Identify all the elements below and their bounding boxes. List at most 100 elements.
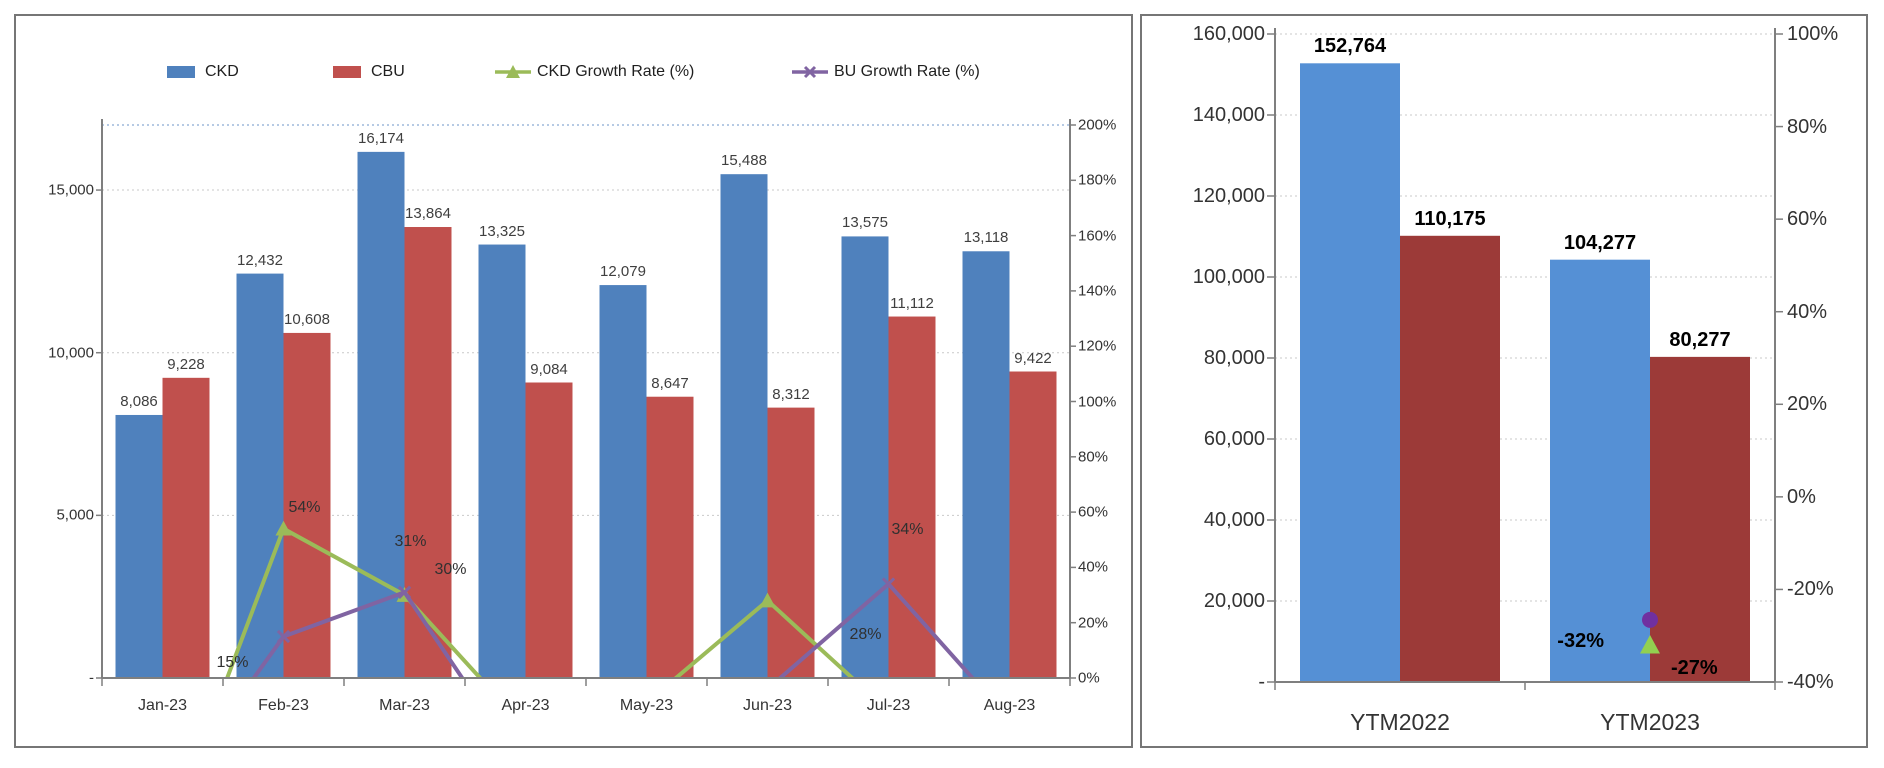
legend-line-triangle-icon	[495, 65, 531, 78]
bar-ckd-jul-23	[841, 236, 889, 678]
bar-ckd-may-23	[599, 285, 647, 678]
value-axis-label: 80,000	[1203, 347, 1265, 369]
growth-line-ckd	[225, 526, 856, 678]
pct-axis-label: 40%	[1787, 300, 1828, 323]
legend-label: CBU	[371, 63, 405, 80]
bar-value-label: 16,174	[358, 129, 404, 147]
pct-axis-label: 200%	[1078, 116, 1117, 134]
growth-rate-label: 30%	[434, 561, 467, 579]
category-label: Feb-23	[258, 697, 309, 714]
pct-axis-label: 100%	[1078, 393, 1117, 410]
legend-bar-swatch-icon	[333, 66, 361, 78]
triangle-marker	[275, 520, 292, 536]
value-axis-label: 120,000	[1192, 185, 1265, 207]
bar-value-label: 13,118	[963, 229, 1009, 247]
bar-value-label: 12,079	[600, 263, 646, 281]
value-axis-label: -	[1258, 671, 1265, 693]
bar-cbu-jan-23	[162, 377, 210, 678]
value-axis-label: 140,000	[1192, 104, 1265, 126]
legend-line-x-icon	[792, 65, 828, 79]
bar-value-label: 10,608	[284, 310, 330, 328]
pct-axis-label: -40%	[1787, 671, 1834, 693]
bar-cbu-ytm2022	[1400, 235, 1500, 682]
pct-axis-label: 80%	[1078, 448, 1109, 466]
pct-axis-label: 60%	[1078, 503, 1109, 521]
value-axis-label: 5,000	[56, 506, 94, 524]
pct-axis-label: -20%	[1787, 578, 1834, 601]
value-axis-label: -	[89, 669, 94, 687]
value-axis-label: 20,000	[1203, 590, 1265, 612]
bar-value-label: 9,084	[530, 360, 568, 378]
bar-ckd-jan-23	[115, 414, 163, 678]
ytd-bar-chart: 152,764 104,277 110,175 80,277 -32% -27% - 20,0…	[1142, 16, 1866, 746]
bar-cbu-ytm2023	[1650, 356, 1750, 682]
bar-value-label: 8,312	[772, 385, 810, 403]
pct-axis-label: 0%	[1078, 669, 1100, 687]
triangle-marker	[759, 592, 776, 608]
x-marker	[276, 629, 291, 644]
category-label: May-23	[619, 697, 674, 714]
category-label: Jun-23	[743, 697, 792, 714]
value-axis-label: 160,000	[1192, 23, 1265, 45]
growth-rate-label: -27%	[1671, 656, 1718, 679]
triangle-marker	[1640, 634, 1660, 654]
growth-rate-label: 28%	[849, 625, 882, 643]
pct-axis-label: 80%	[1787, 115, 1828, 138]
pct-axis-label: 100%	[1787, 23, 1839, 45]
pct-axis-label: 40%	[1078, 558, 1109, 576]
value-axis-label: 100,000	[1192, 266, 1265, 288]
bar-cbu-aug-23	[1009, 371, 1057, 678]
bar-ckd-apr-23	[478, 244, 526, 678]
bar-ckd-feb-23	[236, 273, 284, 678]
bar-value-label: 13,864	[405, 205, 451, 222]
growth-rate-label: 54%	[288, 498, 321, 516]
legend-bar-swatch-icon	[167, 66, 195, 78]
growth-rate-label: 15%	[216, 653, 249, 671]
growth-line-bu	[251, 581, 976, 678]
pct-axis-label: 60%	[1787, 208, 1828, 231]
bar-value-label: 152,764	[1313, 35, 1387, 58]
category-label: YTM2023	[1600, 709, 1700, 735]
category-label: Jul-23	[866, 697, 911, 714]
pct-axis-label: 120%	[1078, 337, 1117, 355]
bar-value-label: 8,647	[651, 374, 689, 392]
legend-label: CKD Growth Rate (%)	[537, 63, 695, 80]
category-label: Mar-23	[379, 697, 430, 714]
value-axis-label: 40,000	[1203, 509, 1265, 531]
legend-item-ckd: CKD	[163, 63, 239, 81]
bar-value-label: 80,277	[1669, 328, 1731, 351]
pct-axis-label: 20%	[1078, 614, 1109, 632]
bar-value-label: 12,432	[237, 251, 283, 269]
bar-value-label: 15,488	[721, 152, 767, 170]
legend-item-cbu: CBU	[329, 63, 405, 81]
bar-value-label: 13,325	[479, 222, 525, 240]
category-label: Apr-23	[501, 697, 550, 714]
growth-rate-label: -32%	[1557, 629, 1604, 652]
pct-axis-label: 160%	[1078, 227, 1117, 245]
bar-cbu-mar-23	[404, 227, 452, 678]
bar-ckd-aug-23	[962, 251, 1010, 678]
chart-legend: CKD CBU CKD Growth Rate (%) BU Growth Rate …	[16, 16, 1131, 746]
bar-ckd-ytm2023	[1550, 259, 1650, 682]
legend-item-ckd-growth-rate: CKD Growth Rate (%)	[495, 63, 694, 81]
category-label: Jan-23	[138, 697, 187, 714]
bar-value-label: 9,228	[167, 355, 205, 373]
monthly-combo-svg	[96, 119, 1076, 686]
legend-label: CKD	[205, 63, 239, 80]
x-marker	[397, 585, 412, 599]
bar-cbu-jul-23	[888, 316, 936, 678]
circle-marker	[1642, 611, 1658, 628]
bar-cbu-apr-23	[525, 382, 573, 678]
bar-cbu-may-23	[646, 396, 694, 678]
ytd-chart-panel: 152,764 104,277 110,175 80,277 -32% -27% - 20,0…	[1140, 14, 1868, 748]
value-axis-label: 10,000	[48, 344, 94, 362]
bar-cbu-jun-23	[767, 407, 815, 678]
bar-value-label: 8,086	[120, 392, 158, 410]
bar-ckd-ytm2022	[1300, 63, 1400, 683]
pct-axis-label: 140%	[1078, 282, 1117, 300]
bar-value-label: 9,422	[1014, 349, 1052, 367]
growth-rate-label: 34%	[891, 520, 924, 538]
legend-item-bu-growth-rate: BU Growth Rate (%)	[792, 63, 980, 81]
pct-axis-label: 0%	[1787, 485, 1816, 508]
pct-axis-label: 20%	[1787, 393, 1828, 416]
